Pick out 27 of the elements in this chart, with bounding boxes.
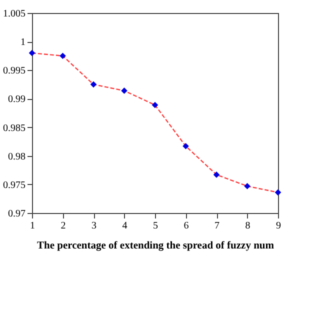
point (213, 172, 220, 178)
x-tick-label: 6 (184, 220, 189, 232)
y-tick-label: 1 (20, 37, 26, 48)
x-tick-label: 7 (214, 220, 220, 232)
point (244, 182, 250, 190)
y-tick-label: 0.98 (8, 151, 26, 162)
y-tick-label: 1.005 (3, 8, 26, 20)
point (182, 142, 189, 150)
point (28, 50, 36, 56)
x-tick-label: 5 (153, 220, 158, 232)
x-tick-label: 1 (30, 220, 35, 232)
point (121, 88, 128, 94)
x-tick-label: 9 (276, 220, 281, 232)
x-tick-label: 3 (92, 220, 96, 232)
y-tick-label: 0.995 (3, 66, 26, 77)
y-tick-label: 0.975 (3, 180, 26, 191)
point (274, 189, 282, 196)
x-tick-label: 4 (122, 220, 128, 232)
x-tick-label: 8 (245, 220, 250, 232)
y-tick-label: 0.985 (3, 122, 26, 134)
point (90, 81, 97, 88)
point (60, 52, 66, 60)
y-tick-label: 0.99 (8, 94, 26, 106)
x-tick-label: 2 (60, 220, 66, 232)
point (152, 102, 158, 108)
x-axis-title: The percentage of extending the spread of fuzzy num (36, 240, 274, 252)
y-tick-label: 0.97 (8, 208, 26, 220)
